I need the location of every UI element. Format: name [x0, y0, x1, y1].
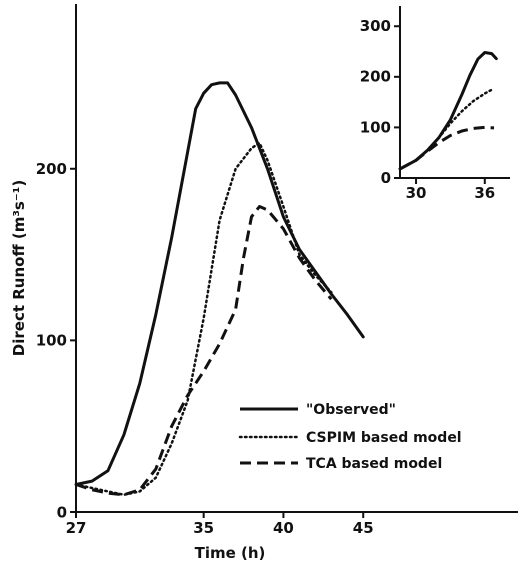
main-plot: 27 35 40 45 0 100 200 Time (h) Direct Runoff (… [10, 4, 518, 562]
inset-y-tick-label: 100 [360, 118, 391, 136]
legend-label-cspim: CSPIM based model [306, 430, 462, 446]
inset-x-tick-label: 36 [474, 184, 495, 202]
main-series [74, 81, 365, 497]
inset-ticks: 30 36 0 100 200 300 [360, 17, 496, 202]
inset-series [398, 51, 498, 171]
main-y-tick-label: 100 [36, 332, 67, 350]
y-axis-title: Direct Runoff (m³s⁻¹) [10, 180, 28, 356]
main-y-tick-label: 0 [57, 503, 67, 521]
inset-y-tick-label: 0 [381, 169, 391, 187]
main-x-tick-label: 45 [353, 519, 374, 537]
main-series-line-dotted [74, 141, 333, 497]
inset-y-tick-label: 200 [360, 68, 391, 86]
main-x-tick-label: 35 [193, 519, 214, 537]
inset-series-line-solid [398, 51, 498, 171]
main-ticks: 27 35 40 45 0 100 200 [36, 160, 374, 537]
inset-x-tick-label: 30 [406, 184, 427, 202]
main-x-tick-label: 40 [273, 519, 294, 537]
main-x-tick-label: 27 [66, 519, 87, 537]
inset-series-line-dotted [398, 87, 496, 171]
inset-series-line-dashed [399, 125, 495, 171]
main-series-line-dashed [75, 205, 333, 497]
inset-plot: 30 36 0 100 200 300 [360, 6, 510, 202]
legend-label-tca: TCA based model [306, 456, 442, 472]
x-axis-title: Time (h) [195, 544, 266, 562]
main-y-tick-label: 200 [36, 160, 67, 178]
legend: "Observed" CSPIM based model TCA based m… [238, 402, 462, 472]
legend-label-observed: "Observed" [306, 402, 396, 418]
main-series-line-solid [74, 81, 365, 486]
inset-y-tick-label: 300 [360, 17, 391, 35]
